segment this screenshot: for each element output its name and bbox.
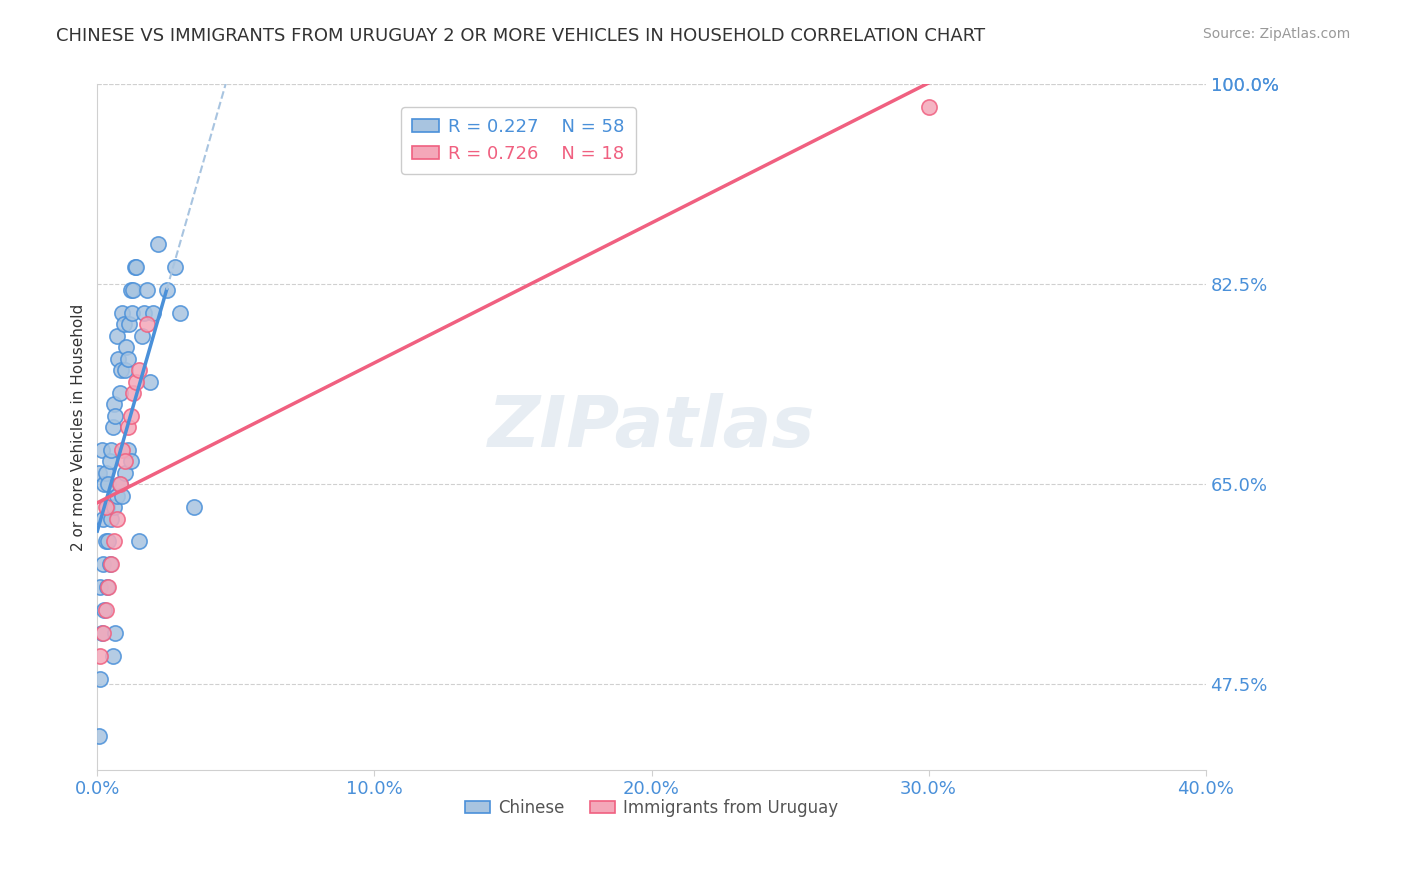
Point — [94, 534, 117, 549]
Point — [120, 454, 142, 468]
Point — [89, 580, 111, 594]
Point — [111, 443, 134, 458]
Point — [110, 363, 132, 377]
Point — [103, 500, 125, 515]
Point — [97, 534, 120, 549]
Point — [117, 351, 139, 366]
Point — [96, 580, 118, 594]
Point — [125, 375, 148, 389]
Point — [97, 477, 120, 491]
Y-axis label: 2 or more Vehicles in Household: 2 or more Vehicles in Household — [72, 303, 86, 551]
Point — [136, 318, 159, 332]
Point — [134, 306, 156, 320]
Point — [163, 260, 186, 275]
Point — [120, 409, 142, 423]
Point — [120, 283, 142, 297]
Legend: Chinese, Immigrants from Uruguay: Chinese, Immigrants from Uruguay — [458, 792, 845, 823]
Point — [139, 375, 162, 389]
Point — [100, 443, 122, 458]
Point — [917, 100, 939, 114]
Point — [121, 306, 143, 320]
Point — [94, 466, 117, 480]
Point — [97, 580, 120, 594]
Point — [131, 328, 153, 343]
Point — [117, 420, 139, 434]
Point — [96, 500, 118, 515]
Point — [112, 318, 135, 332]
Point — [169, 306, 191, 320]
Point — [148, 237, 170, 252]
Point — [91, 558, 114, 572]
Point — [108, 477, 131, 491]
Point — [107, 351, 129, 366]
Text: Source: ZipAtlas.com: Source: ZipAtlas.com — [1202, 27, 1350, 41]
Point — [114, 454, 136, 468]
Point — [100, 558, 122, 572]
Point — [105, 328, 128, 343]
Point — [117, 443, 139, 458]
Point — [114, 466, 136, 480]
Point — [91, 511, 114, 525]
Point — [105, 489, 128, 503]
Point — [90, 626, 112, 640]
Point — [128, 363, 150, 377]
Point — [136, 283, 159, 297]
Point — [115, 340, 138, 354]
Point — [103, 534, 125, 549]
Point — [104, 409, 127, 423]
Point — [156, 283, 179, 297]
Text: CHINESE VS IMMIGRANTS FROM URUGUAY 2 OR MORE VEHICLES IN HOUSEHOLD CORRELATION C: CHINESE VS IMMIGRANTS FROM URUGUAY 2 OR … — [56, 27, 986, 45]
Point — [142, 306, 165, 320]
Point — [124, 260, 146, 275]
Point — [87, 729, 110, 743]
Point — [111, 489, 134, 503]
Point — [93, 603, 115, 617]
Point — [108, 477, 131, 491]
Point — [94, 500, 117, 515]
Point — [105, 511, 128, 525]
Point — [89, 672, 111, 686]
Point — [89, 648, 111, 663]
Point — [93, 477, 115, 491]
Point — [98, 558, 121, 572]
Point — [98, 454, 121, 468]
Point — [94, 603, 117, 617]
Point — [122, 283, 145, 297]
Point — [91, 626, 114, 640]
Point — [104, 626, 127, 640]
Point — [111, 306, 134, 320]
Point — [103, 397, 125, 411]
Point — [108, 386, 131, 401]
Point — [118, 318, 141, 332]
Text: ZIPatlas: ZIPatlas — [488, 392, 815, 462]
Point — [125, 260, 148, 275]
Point — [90, 443, 112, 458]
Point — [128, 534, 150, 549]
Point — [114, 363, 136, 377]
Point — [101, 648, 124, 663]
Point — [122, 386, 145, 401]
Point — [87, 466, 110, 480]
Point — [101, 420, 124, 434]
Point — [100, 511, 122, 525]
Point — [183, 500, 205, 515]
